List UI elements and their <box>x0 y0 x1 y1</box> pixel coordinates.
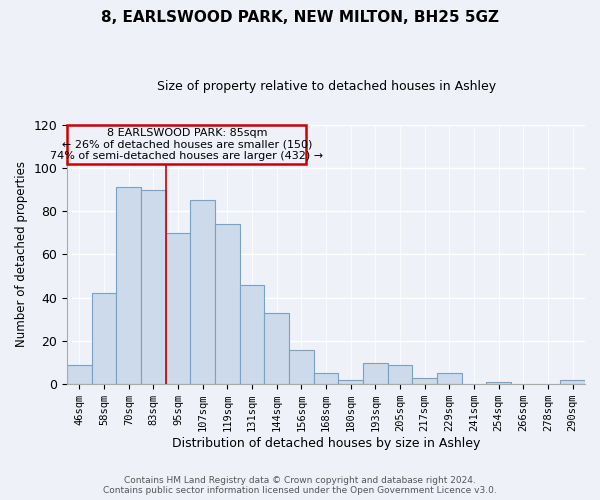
Text: 8, EARLSWOOD PARK, NEW MILTON, BH25 5GZ: 8, EARLSWOOD PARK, NEW MILTON, BH25 5GZ <box>101 10 499 25</box>
Bar <box>92 294 116 384</box>
Bar <box>363 362 388 384</box>
FancyBboxPatch shape <box>67 124 307 164</box>
Text: 8 EARLSWOOD PARK: 85sqm
← 26% of detached houses are smaller (150)
74% of semi-d: 8 EARLSWOOD PARK: 85sqm ← 26% of detache… <box>50 128 323 161</box>
Bar <box>437 374 462 384</box>
Bar <box>190 200 215 384</box>
Bar <box>215 224 240 384</box>
Bar <box>338 380 363 384</box>
Bar <box>289 350 314 384</box>
Bar <box>265 313 289 384</box>
Bar <box>412 378 437 384</box>
Text: Contains HM Land Registry data © Crown copyright and database right 2024.
Contai: Contains HM Land Registry data © Crown c… <box>103 476 497 495</box>
Bar <box>487 382 511 384</box>
Bar <box>560 380 585 384</box>
X-axis label: Distribution of detached houses by size in Ashley: Distribution of detached houses by size … <box>172 437 480 450</box>
Bar <box>141 190 166 384</box>
Bar <box>314 374 338 384</box>
Bar <box>116 188 141 384</box>
Bar <box>166 233 190 384</box>
Bar <box>388 365 412 384</box>
Bar <box>67 365 92 384</box>
Y-axis label: Number of detached properties: Number of detached properties <box>15 162 28 348</box>
Bar <box>240 284 265 384</box>
Title: Size of property relative to detached houses in Ashley: Size of property relative to detached ho… <box>157 80 496 93</box>
